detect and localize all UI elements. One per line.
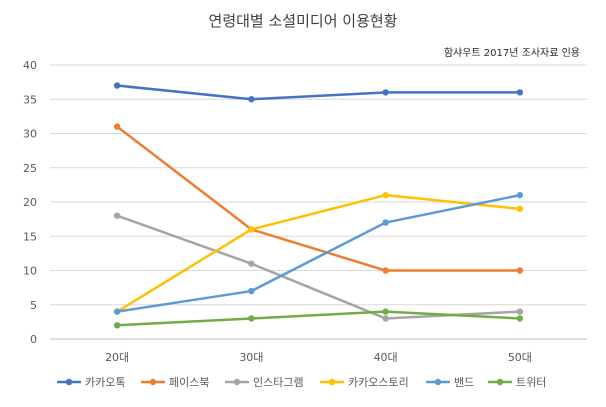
data-point (382, 315, 389, 322)
data-point (248, 315, 255, 322)
data-point (516, 315, 524, 322)
series-line (115, 193, 522, 313)
series-lines (113, 82, 524, 329)
gridlines (50, 64, 587, 340)
y-tick-label: 40 (23, 59, 37, 72)
data-point (516, 205, 524, 213)
y-tick-label: 5 (30, 299, 37, 312)
data-point (248, 226, 255, 233)
legend-marker (233, 378, 241, 386)
data-point (382, 191, 389, 199)
data-point (382, 308, 389, 315)
data-point (113, 322, 121, 329)
data-point (382, 219, 389, 226)
x-axis: 20대 30대 40대 50대 (105, 351, 532, 364)
data-point (113, 82, 121, 89)
legend-marker (149, 378, 157, 386)
legend-item: 밴드 (426, 376, 474, 389)
legend-marker (328, 378, 336, 386)
legend-marker (65, 378, 73, 386)
series-4 (113, 191, 524, 315)
data-point (516, 308, 524, 315)
series-line (115, 310, 522, 327)
series-line (115, 125, 522, 272)
legend-marker (434, 378, 442, 386)
legend-label: 밴드 (454, 376, 474, 389)
data-point (113, 308, 121, 315)
data-point (516, 191, 524, 199)
y-tick-label: 35 (23, 93, 37, 106)
series-1 (113, 123, 524, 274)
y-tick-label: 30 (23, 128, 37, 141)
data-point (382, 267, 389, 274)
y-tick-label: 20 (23, 196, 37, 209)
data-point (248, 96, 255, 103)
legend: 카카오톡 페이스북 인스타그램 카카오스토리 밴드 트위터 (57, 376, 546, 389)
series-5 (113, 308, 524, 329)
data-point (516, 89, 524, 96)
source-note: 함샤우트 2017년 조사자료 인용 (444, 47, 580, 59)
y-tick-label: 25 (23, 162, 37, 175)
legend-item: 인스타그램 (225, 376, 304, 389)
series-0 (113, 82, 524, 103)
x-tick-label: 30대 (239, 351, 263, 364)
y-tick-label: 0 (30, 333, 37, 346)
series-3 (113, 191, 524, 315)
series-line (115, 193, 522, 313)
legend-label: 트위터 (516, 376, 546, 389)
y-tick-label: 10 (23, 265, 37, 278)
legend-marker (496, 378, 504, 386)
data-point (516, 267, 524, 274)
legend-label: 카카오톡 (85, 376, 125, 389)
data-point (113, 212, 121, 219)
series-2 (113, 212, 524, 322)
chart-title: 연령대별 소셜미디어 이용현황 (209, 12, 398, 30)
data-point (382, 89, 389, 96)
legend-item: 페이스북 (141, 376, 209, 389)
legend-label: 인스타그램 (253, 376, 304, 389)
legend-item: 카카오톡 (57, 376, 125, 389)
x-tick-label: 20대 (105, 351, 129, 364)
series-line (115, 84, 522, 101)
y-tick-label: 15 (23, 230, 37, 243)
legend-label: 페이스북 (169, 376, 209, 389)
legend-item: 카카오스토리 (320, 376, 409, 389)
data-point (248, 260, 255, 267)
data-point (113, 123, 121, 130)
legend-label: 카카오스토리 (348, 376, 409, 389)
x-tick-label: 40대 (374, 351, 398, 364)
legend-item: 트위터 (488, 376, 546, 389)
data-point (248, 287, 255, 295)
x-tick-label: 50대 (508, 351, 532, 364)
y-axis: 0 5 10 15 20 25 30 35 40 (23, 59, 37, 346)
